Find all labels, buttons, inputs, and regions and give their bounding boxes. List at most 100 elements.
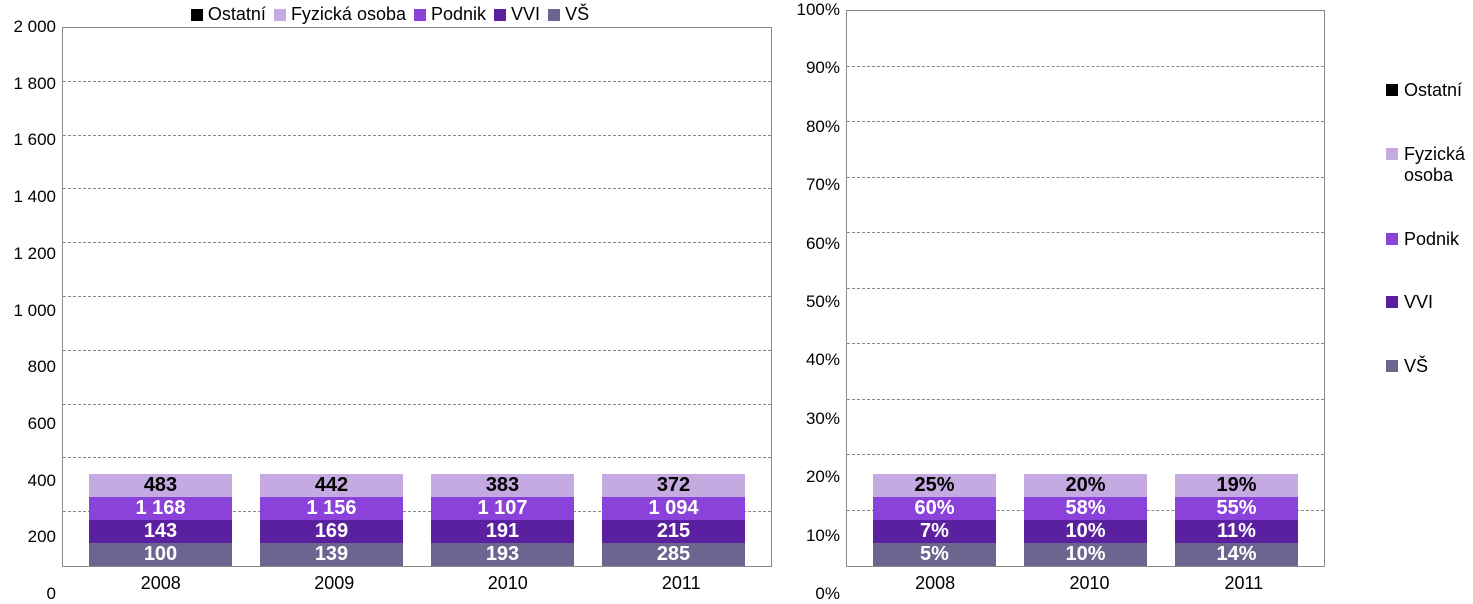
segment-label: 11% [1217,520,1256,543]
segment-vs: 139 [260,543,403,566]
legend-item-fyzicka: Fyzická osoba [274,4,406,25]
legend-right: Ostatní Fyzická osoba Podnik VVI VŠ [1386,80,1465,378]
y-tick: 10% [806,526,840,546]
bar-column: 1391691 156442 [246,474,417,566]
segment-label: 1 168 [135,497,185,520]
segment-vs: 5% [873,543,996,566]
segment-label: 372 [657,474,690,497]
x-tick: 2008 [74,573,248,594]
swatch-r-vvi-icon [1386,296,1398,308]
segment-vs: 14% [1175,543,1298,566]
segment-label: 285 [657,543,690,566]
y-tick: 1 000 [13,301,56,321]
segment-label: 383 [486,474,519,497]
legend-label-podnik: Podnik [431,4,486,25]
segment-podnik: 1 094 [602,497,745,520]
y-tick: 0% [815,584,840,604]
y-tick: 1 600 [13,130,56,150]
swatch-r-podnik-icon [1386,233,1398,245]
y-tick: 50% [806,292,840,312]
swatch-podnik [414,9,426,21]
y-tick: 800 [28,357,56,377]
legend-r-fyzicka-label: Fyzická osoba [1404,144,1465,187]
y-tick: 100% [797,0,840,20]
segment-podnik: 1 156 [260,497,403,520]
segment-vvi: 191 [431,520,574,543]
legend-r-fyzicka: Fyzická osoba [1386,144,1465,187]
segment-fyzicka: 383 [431,474,574,497]
segment-label: 100 [144,543,177,566]
segment-vs: 285 [602,543,745,566]
stacked-bar: 2852151 094372 [602,474,745,566]
plot-area-left: 1001431 1684831391691 1564421931911 1073… [62,27,772,567]
y-tick: 1 800 [13,74,56,94]
bars-left: 1001431 1684831391691 1564421931911 1073… [63,28,771,566]
x-tick: 2008 [858,573,1012,594]
bar-column: 2852151 094372 [588,474,759,566]
segment-label: 14% [1216,543,1256,566]
y-tick: 90% [806,58,840,78]
segment-podnik: 1 107 [431,497,574,520]
swatch-r-vs-icon [1386,360,1398,372]
x-tick: 2011 [1167,573,1321,594]
segment-label: 1 156 [306,497,356,520]
segment-podnik: 1 168 [89,497,232,520]
segment-label: 442 [315,474,348,497]
bar-column: 5%7%60%25% [859,474,1010,566]
y-tick: 200 [28,527,56,547]
left-chart: Ostatní Fyzická osoba Podnik VVI VŠ 0200… [0,0,780,594]
y-tick: 60% [806,234,840,254]
plot-area-right: 5%7%60%25%10%10%58%20%14%11%55%19% [846,10,1325,567]
legend-r-vs-label: VŠ [1404,356,1428,378]
segment-label: 7% [920,520,949,543]
stacked-bar: 10%10%58%20% [1024,474,1147,566]
segment-label: 55% [1216,497,1256,520]
y-tick: 80% [806,117,840,137]
y-tick: 70% [806,175,840,195]
segment-fyzicka: 20% [1024,474,1147,497]
legend-item-vs: VŠ [548,4,589,25]
swatch-r-fyzicka-icon [1386,148,1398,160]
segment-label: 5% [920,543,949,566]
segment-label: 1 107 [477,497,527,520]
legend-r-podnik: Podnik [1386,229,1465,251]
legend-top: Ostatní Fyzická osoba Podnik VVI VŠ [0,0,780,27]
y-tick: 1 400 [13,187,56,207]
segment-vs: 193 [431,543,574,566]
segment-label: 483 [144,474,177,497]
segment-label: 169 [315,520,348,543]
segment-label: 58% [1065,497,1105,520]
legend-r-vvi-label: VVI [1404,292,1433,314]
legend-item-podnik: Podnik [414,4,486,25]
segment-podnik: 60% [873,497,996,520]
segment-vvi: 11% [1175,520,1298,543]
swatch-r-ostatni-icon [1386,84,1398,96]
segment-vs: 10% [1024,543,1147,566]
legend-item-vvi: VVI [494,4,540,25]
segment-label: 143 [144,520,177,543]
segment-fyzicka: 442 [260,474,403,497]
y-tick: 30% [806,409,840,429]
segment-vvi: 169 [260,520,403,543]
y-axis-right: 0%10%20%30%40%50%60%70%80%90%100% [780,10,846,594]
y-tick: 400 [28,471,56,491]
segment-fyzicka: 19% [1175,474,1298,497]
x-tick: 2010 [421,573,595,594]
bar-column: 14%11%55%19% [1161,474,1312,566]
y-axis-left: 02004006008001 0001 2001 4001 6001 8002 … [0,27,62,594]
swatch-ostatni [191,9,203,21]
legend-r-podnik-label: Podnik [1404,229,1459,251]
y-tick: 40% [806,350,840,370]
legend-label-vvi: VVI [511,4,540,25]
segment-label: 191 [486,520,519,543]
swatch-vvi [494,9,506,21]
x-tick: 2010 [1012,573,1166,594]
segment-label: 215 [657,520,690,543]
x-axis-left: 2008200920102011 [62,567,780,594]
segment-label: 1 094 [648,497,698,520]
segment-podnik: 55% [1175,497,1298,520]
segment-podnik: 58% [1024,497,1147,520]
stacked-bar: 5%7%60%25% [873,474,996,566]
segment-label: 20% [1065,474,1105,497]
swatch-fyzicka [274,9,286,21]
